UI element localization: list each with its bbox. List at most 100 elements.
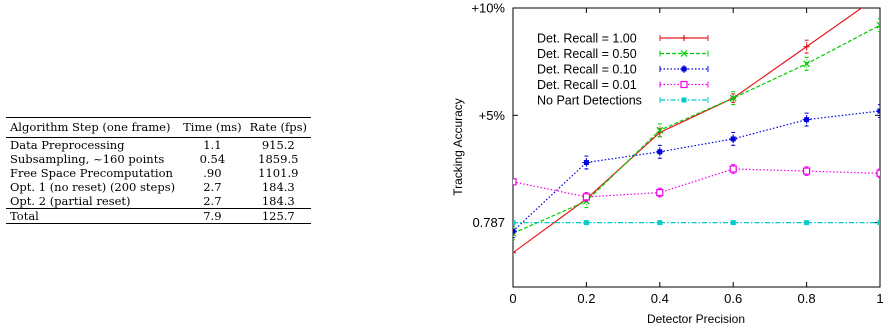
x-tick-label: 0	[509, 291, 516, 306]
data-point	[582, 193, 591, 201]
table-row: Free Space Precomputation .90 1101.9	[6, 166, 311, 180]
step-cell: Opt. 1 (no reset) (200 steps)	[10, 180, 176, 194]
data-point	[513, 249, 516, 256]
table-row: Opt. 1 (no reset) (200 steps) 2.7 184.3	[6, 180, 311, 194]
error-bar	[804, 56, 809, 71]
series-3	[513, 164, 880, 202]
error-bar	[584, 192, 589, 202]
legend-marker	[681, 35, 687, 41]
data-point	[583, 220, 589, 226]
error-bar	[878, 104, 880, 118]
data-point	[803, 43, 810, 50]
legend-swatch	[659, 97, 709, 103]
data-point	[513, 227, 517, 236]
data-point	[876, 21, 880, 29]
series-1	[513, 18, 880, 241]
step-cell: Opt. 2 (partial reset)	[10, 194, 131, 208]
y-axis-title: Tracking Accuracy	[451, 98, 465, 196]
data-point	[729, 165, 737, 173]
time-cell: 0.54	[199, 152, 226, 166]
column-header-step: Algorithm Step (one frame)	[6, 117, 180, 138]
time-cell: 2.7	[203, 180, 222, 194]
data-point	[655, 147, 664, 156]
time-cell: .90	[203, 166, 222, 180]
series-2	[513, 104, 880, 239]
legend-swatch	[659, 35, 709, 41]
legend-marker	[680, 80, 688, 89]
data-point	[876, 107, 880, 116]
error-bar	[731, 131, 736, 146]
total-rate-cell: 125.7	[245, 208, 311, 224]
series-line	[513, 24, 880, 234]
y-tick-label: +10%	[471, 1, 505, 16]
table-total-row: Total 7.9 125.7	[6, 208, 311, 224]
rate-cell: 184.3	[261, 180, 295, 194]
x-tick-label: 0.6	[724, 291, 742, 306]
step-cell: Free Space Precomputation	[10, 166, 173, 180]
table-header-row: Algorithm Step (one frame) Time (ms) Rat…	[6, 117, 311, 138]
y-tick-label: +5%	[479, 108, 506, 123]
error-bar	[804, 39, 809, 54]
error-bar	[731, 91, 736, 106]
data-point	[877, 220, 880, 226]
legend-label: Det. Recall = 1.00	[537, 32, 637, 46]
rate-cell: 915.2	[261, 138, 295, 152]
data-point	[804, 220, 810, 226]
timing-table: Algorithm Step (one frame) Time (ms) Rat…	[6, 117, 311, 224]
time-cell: 1.1	[203, 138, 222, 152]
legend-swatch	[659, 80, 709, 89]
x-tick-label: 1	[876, 291, 883, 306]
legend-swatch	[659, 65, 709, 73]
legend-marker	[681, 97, 687, 103]
legend-label: Det. Recall = 0.10	[537, 63, 637, 77]
error-bar	[657, 144, 662, 159]
data-point	[656, 126, 664, 134]
error-bar	[731, 164, 736, 174]
legend-label: Det. Recall = 0.50	[537, 47, 637, 61]
data-point	[729, 134, 738, 143]
error-bar	[657, 187, 662, 198]
step-cell: Data Preprocessing	[10, 138, 125, 152]
data-point	[803, 60, 811, 68]
legend-marker	[680, 65, 688, 73]
data-point	[876, 169, 880, 177]
data-point	[656, 188, 664, 197]
column-header-rate: Rate (fps)	[245, 117, 311, 138]
column-header-time: Time (ms)	[179, 117, 246, 138]
data-point	[657, 220, 663, 226]
legend-label: Det. Recall = 0.01	[537, 78, 637, 92]
rate-cell: 1859.5	[258, 152, 299, 166]
table-row: Opt. 2 (partial reset) 2.7 184.3	[6, 194, 311, 209]
x-tick-label: 0.2	[577, 291, 595, 306]
plot-frame	[512, 7, 881, 288]
total-label-cell: Total	[6, 208, 180, 224]
error-bar	[804, 112, 809, 127]
table-row: Subsampling, ~160 points 0.54 1859.5	[6, 152, 311, 166]
series-line	[513, 8, 863, 254]
x-tick-label: 0.8	[798, 291, 816, 306]
series-4	[513, 220, 880, 226]
data-point	[729, 94, 737, 102]
step-cell: Subsampling, ~160 points	[10, 152, 165, 166]
error-bar	[584, 155, 589, 170]
time-cell: 2.7	[203, 194, 222, 208]
error-bar	[878, 18, 880, 33]
legend-marker	[680, 50, 688, 57]
y-tick-label: 0.787	[472, 215, 505, 230]
legend-swatch	[659, 50, 709, 57]
data-point	[513, 178, 517, 186]
data-point	[582, 158, 591, 167]
x-tick-label: 0.4	[651, 291, 669, 306]
error-bar	[878, 168, 880, 179]
data-point	[802, 167, 811, 175]
data-point	[730, 220, 736, 226]
data-point	[802, 115, 811, 124]
legend-label: No Part Detections	[537, 94, 642, 108]
total-time-cell: 7.9	[179, 208, 246, 224]
x-axis-title: Detector Precision	[647, 312, 745, 326]
rate-cell: 184.3	[261, 194, 295, 208]
series-line	[513, 110, 880, 232]
data-point	[513, 220, 516, 226]
error-bar	[804, 166, 809, 176]
